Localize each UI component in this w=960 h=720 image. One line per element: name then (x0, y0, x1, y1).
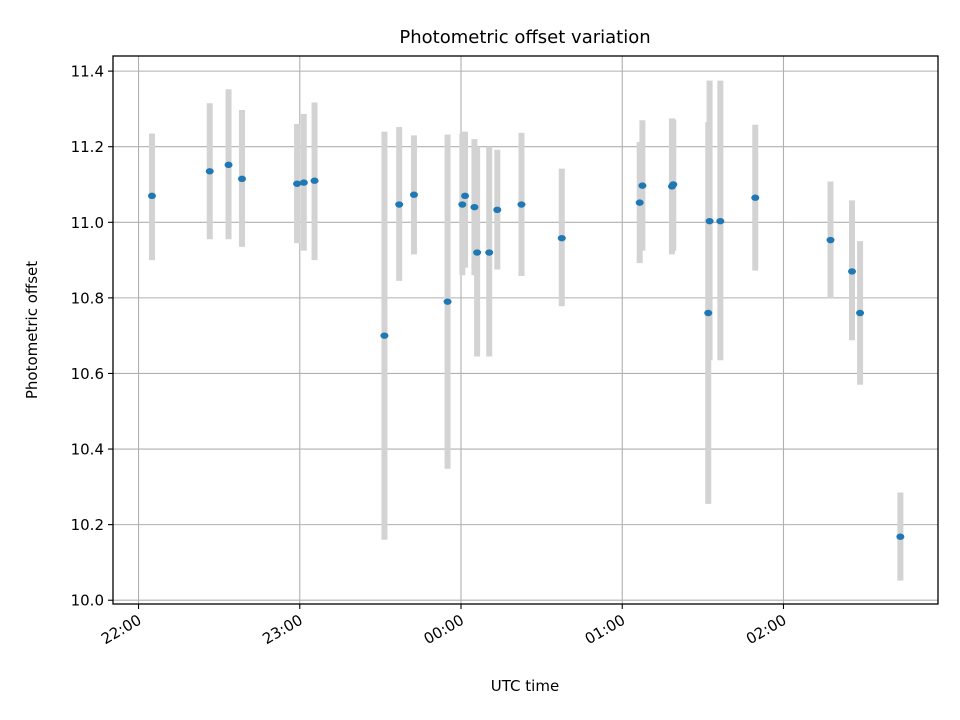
data-point (856, 309, 865, 317)
data-point (751, 194, 760, 201)
data-point (237, 175, 246, 183)
data-point (716, 217, 725, 225)
data-point (470, 203, 479, 211)
data-point (704, 309, 713, 317)
data-point (380, 332, 389, 339)
data-point (224, 161, 233, 169)
data-point (848, 268, 857, 275)
y-tick-label: 11.2 (71, 138, 104, 156)
data-point (705, 217, 714, 225)
data-point (395, 201, 404, 208)
data-point (205, 168, 214, 175)
data-point (147, 192, 156, 200)
data-point (461, 192, 470, 200)
data-point (669, 181, 678, 188)
data-points (147, 161, 905, 540)
y-tick-label: 10.8 (71, 289, 104, 307)
y-tick-label: 10.0 (71, 592, 104, 610)
data-point (638, 182, 647, 189)
y-axis-ticks: 10.0 10.2 10.4 10.6 10.8 11.0 11.2 11.4 (71, 63, 113, 610)
chart-title: Photometric offset variation (399, 27, 650, 48)
data-point (517, 201, 526, 208)
data-point (473, 249, 482, 256)
y-tick-label: 11.0 (71, 214, 104, 232)
data-point (826, 236, 835, 244)
grid-lines (113, 56, 938, 604)
plot-frame (112, 55, 939, 605)
data-point (310, 177, 319, 184)
data-point (493, 206, 502, 214)
data-point (896, 533, 905, 540)
y-tick-label: 11.4 (71, 63, 104, 81)
data-point (458, 201, 467, 208)
x-axis-label: UTC time (491, 677, 559, 695)
y-axis-label: Photometric offset (23, 261, 41, 399)
data-point (635, 199, 644, 206)
y-tick-label: 10.4 (71, 441, 104, 459)
data-point (443, 298, 452, 305)
data-point (557, 234, 566, 242)
y-tick-label: 10.2 (71, 516, 104, 534)
y-tick-label: 10.6 (71, 365, 104, 383)
data-point (485, 249, 494, 256)
data-point (409, 191, 418, 198)
data-point (299, 179, 308, 186)
data-point (293, 180, 302, 187)
